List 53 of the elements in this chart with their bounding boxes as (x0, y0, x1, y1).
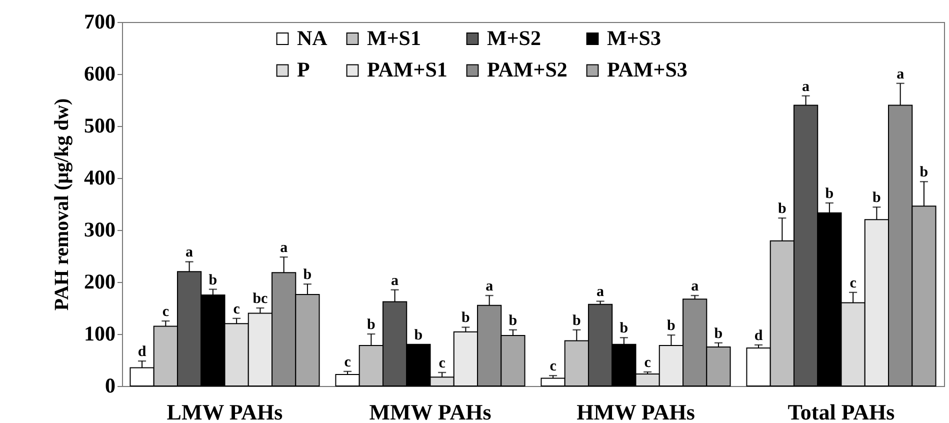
y-tick-label: 700 (84, 10, 116, 34)
data-label: c (644, 354, 652, 371)
data-label: a (896, 66, 905, 82)
data-label: c (850, 275, 857, 292)
data-label: d (138, 344, 147, 360)
legend-label: PAM+S1 (367, 58, 448, 82)
data-label: b (620, 320, 628, 337)
data-label: c (233, 301, 240, 318)
data-label: b (366, 317, 376, 333)
legend-label: M+S2 (487, 26, 541, 50)
legend-label: PAM+S2 (487, 58, 568, 82)
data-label: c (162, 304, 170, 320)
x-tick-label: MMW PAHs (369, 400, 492, 423)
data-label: b (208, 272, 218, 288)
legend-label: P (297, 58, 310, 82)
x-tick-label: LMW PAHs (166, 400, 284, 423)
data-label: b (825, 186, 834, 202)
data-label: c (344, 354, 352, 370)
data-label: b (303, 267, 312, 284)
y-tick-label: 500 (84, 114, 116, 138)
data-label: b (508, 312, 518, 329)
x-tick-label: Total PAHs (788, 400, 896, 423)
data-label: c (438, 355, 446, 372)
data-label: b (920, 164, 928, 181)
data-label: a (596, 284, 605, 300)
data-label: a (391, 272, 400, 289)
data-label: b (667, 318, 676, 334)
y-axis-title: PAH removal (μg/kg dw) (51, 98, 73, 311)
data-label: b (714, 326, 723, 342)
data-label: a (486, 278, 494, 295)
data-label: a (280, 240, 288, 256)
y-tick-label: 200 (84, 270, 116, 294)
y-tick-label: 100 (84, 322, 116, 346)
data-label: b (778, 201, 786, 218)
data-label: b (872, 190, 881, 206)
legend-label: NA (297, 26, 328, 50)
y-tick-label: 0 (105, 374, 116, 398)
legend-label: M+S1 (367, 26, 421, 50)
y-tick-label: 400 (84, 166, 116, 190)
legend-label: M+S3 (607, 26, 661, 50)
y-tick-label: 300 (84, 218, 116, 242)
data-label: a (186, 244, 194, 261)
data-label: a (691, 278, 700, 295)
data-label: bc (252, 291, 268, 307)
data-label: b (414, 327, 423, 344)
data-label: a (802, 78, 810, 95)
data-label: d (754, 328, 764, 344)
y-tick-label: 600 (84, 62, 116, 86)
data-label: b (572, 312, 581, 329)
data-label: c (550, 358, 557, 375)
x-tick-label: HMW PAHs (576, 400, 696, 423)
data-label: b (462, 310, 470, 326)
legend-label: PAM+S3 (607, 58, 688, 82)
